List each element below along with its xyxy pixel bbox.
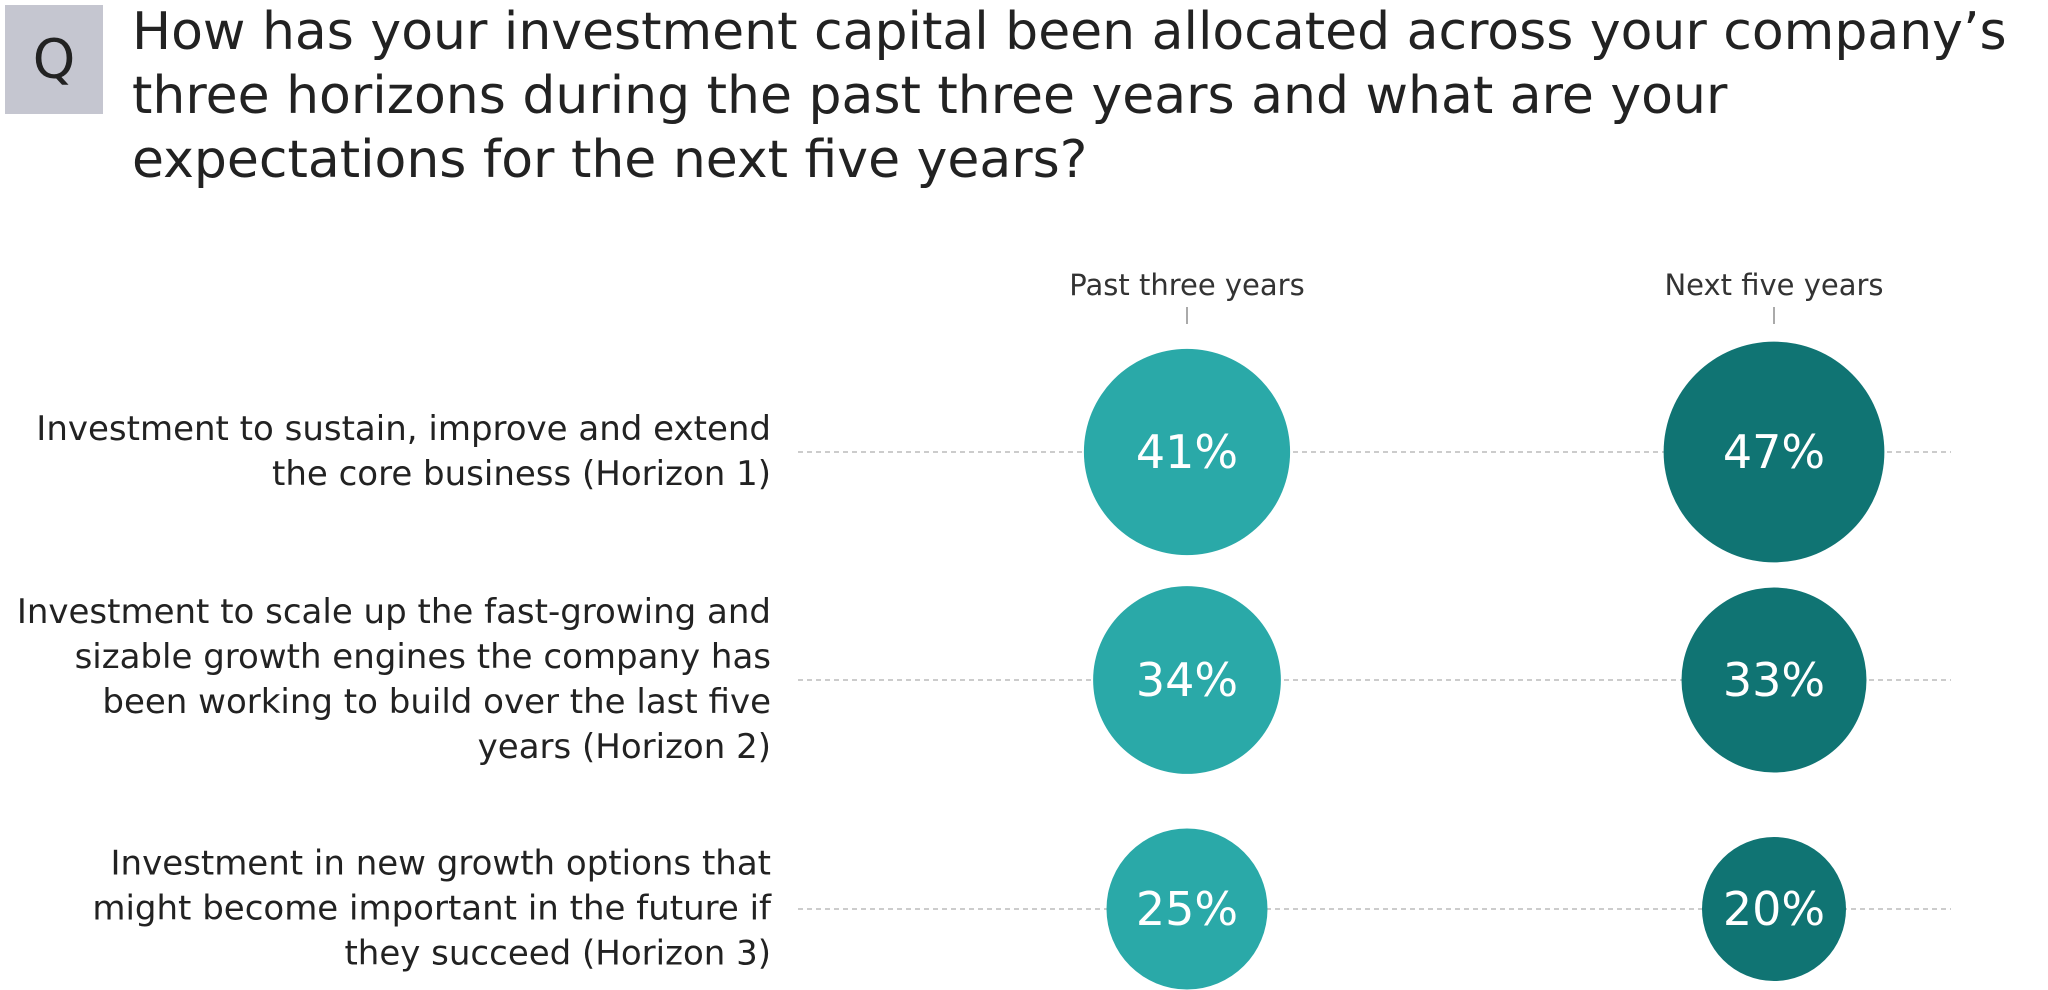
value-label: 47% — [1722, 425, 1826, 479]
bubble — [1083, 348, 1291, 556]
category-label: Investment in new growth options that mi… — [92, 843, 771, 974]
question-badge: Q — [5, 5, 103, 114]
bubble — [1093, 586, 1281, 774]
column-header: Next five years — [1664, 268, 1884, 302]
chart-title: How has your investment capital been all… — [132, 2, 2007, 190]
bubble — [1701, 836, 1847, 982]
bubble — [1681, 587, 1867, 773]
value-label: 33% — [1722, 653, 1826, 707]
bubble — [1106, 828, 1268, 990]
category-label: Investment to sustain, improve and exten… — [36, 409, 771, 494]
value-label: 41% — [1135, 425, 1239, 479]
value-label: 25% — [1135, 882, 1239, 936]
column-header: Past three years — [1069, 268, 1305, 302]
category-label: Investment to scale up the fast-growing … — [16, 592, 771, 767]
value-label: 34% — [1135, 653, 1239, 707]
value-label: 20% — [1722, 882, 1826, 936]
bubble — [1663, 341, 1885, 563]
